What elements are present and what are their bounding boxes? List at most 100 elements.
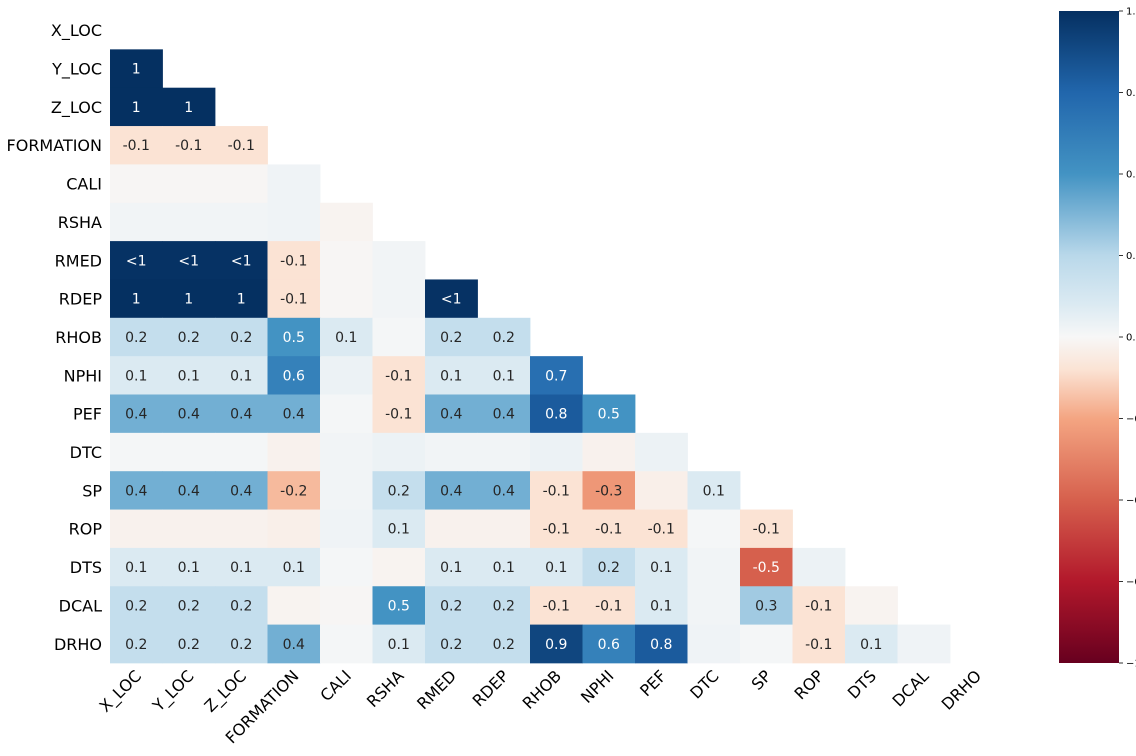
- y-axis-tick-labels: X_LOC Y_LOC Z_LOC FORMATION CALI RSHA RMED RDEP…: [7, 21, 103, 654]
- heatmap-cell-label: -0.1: [543, 598, 570, 614]
- heatmap-cell-label: 0.1: [283, 560, 305, 576]
- heatmap-cell: [425, 432, 478, 472]
- heatmap-cell: [215, 586, 268, 625]
- heatmap-cell: [477, 356, 531, 395]
- heatmap-cell-label: 1: [132, 100, 141, 116]
- heatmap-cell-label: 0.6: [598, 637, 620, 653]
- heatmap-cell: [425, 279, 478, 319]
- heatmap-cell: [477, 509, 531, 549]
- heatmap-cell: [162, 241, 216, 280]
- heatmap-cell-label: <1: [126, 253, 147, 269]
- heatmap-cell: [162, 586, 216, 625]
- heatmap-cell-label: -0.3: [595, 483, 622, 499]
- heatmap-cell-label: 0.2: [440, 598, 462, 614]
- heatmap-cell: [477, 394, 531, 434]
- heatmap-cell-label: -0.2: [280, 483, 307, 499]
- heatmap-cell: [425, 317, 478, 357]
- heatmap-cell: [267, 317, 321, 357]
- heatmap-cell: [110, 432, 163, 472]
- heatmap-cell: [267, 164, 321, 204]
- x-tick-label: DCAL: [888, 666, 932, 710]
- heatmap-cell-label: -0.1: [280, 253, 307, 269]
- y-tick-label: RSHA: [58, 213, 102, 232]
- y-tick-label: DTS: [70, 558, 102, 577]
- heatmap-cell-label: 0.4: [493, 407, 515, 423]
- colorbar-tick-label: −0.50: [1126, 496, 1136, 507]
- y-tick-label: RDEP: [59, 290, 103, 309]
- heatmap-cell-label: -0.1: [648, 522, 675, 538]
- heatmap-cell-label: 0.2: [493, 598, 515, 614]
- heatmap-cell: [320, 624, 373, 664]
- x-tick-label: RHOB: [519, 666, 565, 712]
- heatmap-cell-label: 0.2: [178, 330, 200, 346]
- heatmap-cell: [687, 586, 741, 625]
- heatmap-cell: [215, 241, 268, 280]
- heatmap-cell: [162, 279, 216, 319]
- heatmap-cell: [110, 317, 163, 357]
- heatmap-cell: [792, 586, 846, 625]
- heatmap-cell-label: -0.1: [385, 407, 412, 423]
- heatmap-cell: [162, 317, 216, 357]
- heatmap-cell: [267, 432, 321, 472]
- y-tick-label: RMED: [55, 251, 102, 270]
- heatmap-cell-label: 0.2: [598, 560, 620, 576]
- heatmap-cell-label: 0.1: [388, 637, 410, 653]
- heatmap-cell: [320, 547, 373, 587]
- heatmap-cell-label: 0.1: [388, 522, 410, 538]
- heatmap-cell: [582, 547, 636, 587]
- x-tick-label: NPHI: [577, 666, 618, 707]
- heatmap-cell: [477, 586, 531, 625]
- x-tick-label: DTS: [844, 666, 880, 702]
- x-tick-label: Y_LOC: [148, 666, 198, 716]
- y-tick-label: Z_LOC: [51, 98, 102, 118]
- heatmap-cell: [740, 624, 793, 664]
- heatmap-cell-label: 0.1: [440, 368, 462, 384]
- heatmap-cell: [215, 624, 268, 664]
- heatmap-cell: [530, 547, 583, 587]
- heatmap-cell-label: 0.1: [440, 560, 462, 576]
- heatmap-cell-label: 0.8: [650, 637, 672, 653]
- heatmap-cell: [372, 279, 426, 319]
- heatmap-cell: [740, 586, 793, 625]
- heatmap-cell-label: <1: [231, 253, 252, 269]
- heatmap-cell: [372, 432, 426, 472]
- heatmap-cell: [110, 126, 163, 165]
- heatmap-cell: [687, 509, 741, 549]
- heatmap-cell-label: 0.1: [545, 560, 567, 576]
- heatmap-cell: [320, 356, 373, 395]
- heatmap-cell: [215, 202, 268, 242]
- heatmap-cell: [372, 586, 426, 625]
- heatmap-cell: [372, 471, 426, 510]
- heatmap-cell: [582, 624, 636, 664]
- heatmap-cell: [162, 164, 216, 204]
- heatmap-cell-label: 1: [132, 62, 141, 78]
- heatmap-cell-label: 0.4: [440, 483, 462, 499]
- heatmap-cell-label: <1: [178, 253, 199, 269]
- heatmap-cell: [425, 547, 478, 587]
- heatmap-cell: [162, 202, 216, 242]
- heatmap-cell: [267, 356, 321, 395]
- y-tick-label: CALI: [66, 175, 102, 194]
- colorbar-tick-label: 0.75: [1126, 88, 1136, 99]
- heatmap-cell-label: -0.1: [385, 368, 412, 384]
- heatmap-cell-label: -0.1: [543, 483, 570, 499]
- heatmap-cell-labels: 1 1 1 -0.1 -0.1 -0.1 <1 <1 <1 -0.1 1 1 1 -0.1 <1 0.2 0.2…: [123, 62, 883, 653]
- heatmap-cell-label: 0.2: [493, 330, 515, 346]
- colorbar-tick-label: 0.00: [1126, 333, 1136, 344]
- heatmap-cell: [530, 432, 583, 472]
- heatmap-cell: [162, 471, 216, 510]
- heatmap-cell: [530, 509, 583, 549]
- x-tick-label: PEF: [636, 666, 670, 700]
- heatmap-cell-label: -0.1: [805, 598, 832, 614]
- heatmap-cell: [215, 394, 268, 434]
- heatmap-cell: [530, 624, 583, 664]
- x-tick-label: RMED: [413, 666, 460, 713]
- heatmap-cell-label: 0.6: [283, 368, 305, 384]
- heatmap-cell: [110, 624, 163, 664]
- y-tick-label: Y_LOC: [51, 60, 102, 80]
- heatmap-cell-label: 0.2: [388, 483, 410, 499]
- heatmap-cell: [687, 471, 741, 510]
- heatmap-cell: [162, 87, 216, 127]
